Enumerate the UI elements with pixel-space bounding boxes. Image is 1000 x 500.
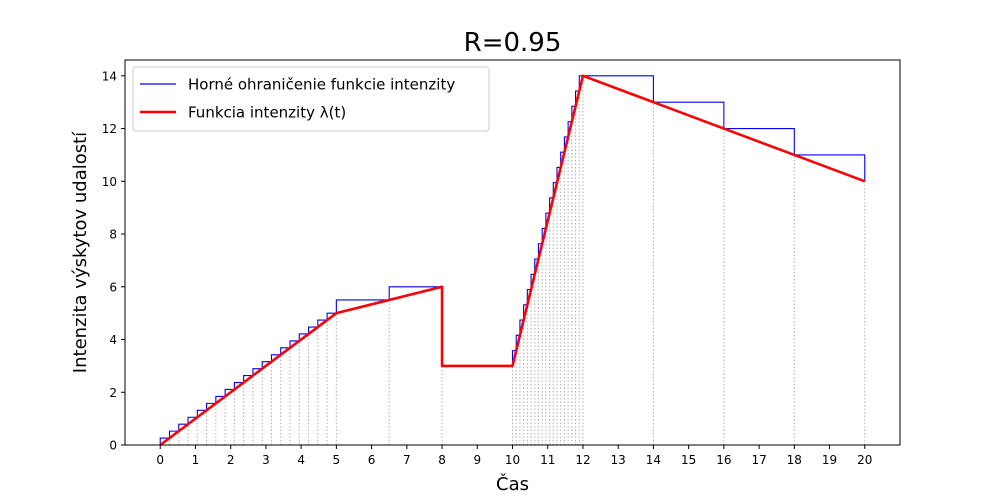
x-tick-label: 13: [611, 453, 626, 467]
x-tick-label: 8: [438, 453, 446, 467]
x-tick-label: 15: [681, 453, 696, 467]
legend-label-upper-bound: Horné ohraničenie funkcie intenzity: [188, 76, 455, 94]
y-tick-label: 14: [102, 69, 117, 83]
x-tick-label: 2: [227, 453, 235, 467]
y-axis: 0 2 4 6 8 10 12 14: [102, 69, 125, 453]
legend-box: [132, 66, 490, 132]
y-tick-label: 6: [109, 280, 117, 294]
intensity-function-line: [159, 74, 866, 447]
x-tick-label: 6: [368, 453, 376, 467]
x-tick-label: 14: [646, 453, 661, 467]
x-tick-label: 9: [473, 453, 481, 467]
plot-area: [159, 74, 866, 447]
x-tick-label: 11: [540, 453, 555, 467]
y-tick-label: 2: [109, 386, 117, 400]
y-tick-label: 12: [102, 122, 117, 136]
x-axis: 0 1 2 3 4 5 6 7 8 9 10 11 12 13 14 15 16 17 18 19 20: [156, 445, 872, 467]
chart-title: R=0.95: [464, 28, 562, 58]
y-tick-label: 8: [109, 228, 117, 242]
x-tick-label: 4: [297, 453, 305, 467]
x-tick-label: 7: [403, 453, 411, 467]
legend: Horné ohraničenie funkcie intenzity Funk…: [132, 66, 490, 132]
x-tick-label: 5: [333, 453, 341, 467]
x-tick-label: 10: [505, 453, 520, 467]
x-tick-label: 20: [857, 453, 872, 467]
x-tick-label: 12: [575, 453, 590, 467]
x-tick-label: 3: [262, 453, 270, 467]
x-tick-label: 18: [787, 453, 802, 467]
x-tick-label: 0: [156, 453, 164, 467]
x-tick-label: 1: [192, 453, 200, 467]
y-tick-label: 4: [109, 333, 117, 347]
x-tick-label: 16: [716, 453, 731, 467]
legend-label-intensity: Funkcia intenzity λ(t): [188, 104, 346, 122]
x-tick-label: 17: [751, 453, 766, 467]
y-tick-label: 10: [102, 175, 117, 189]
y-axis-label: Intenzita výskytov udalostí: [70, 131, 91, 373]
y-tick-label: 0: [109, 439, 117, 453]
x-tick-label: 19: [822, 453, 837, 467]
x-axis-label: Čas: [496, 473, 529, 495]
